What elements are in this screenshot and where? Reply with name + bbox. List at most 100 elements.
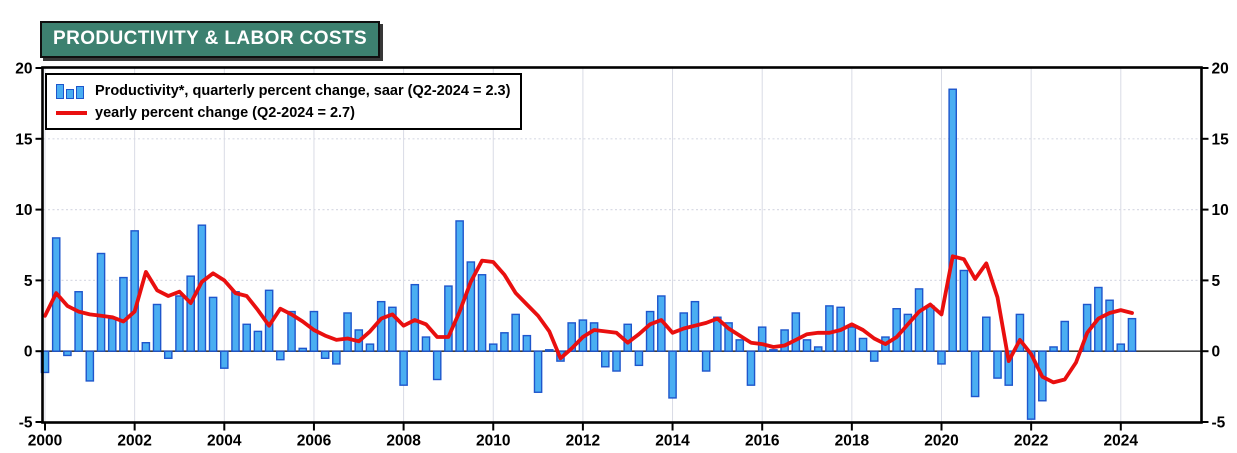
bar-q53 xyxy=(634,350,644,367)
plot-frame xyxy=(41,66,1203,424)
chart-title-box: PRODUCTIVITY & LABOR COSTS xyxy=(40,21,381,58)
bar-q21 xyxy=(276,350,285,361)
bar-q7 xyxy=(119,276,128,352)
left-axis-label-10: 10 xyxy=(15,202,32,219)
bar-q66 xyxy=(780,329,789,352)
bar-q67 xyxy=(791,312,801,352)
bar-q41 xyxy=(500,332,509,352)
bar-q43 xyxy=(522,334,532,352)
bar-q74 xyxy=(869,350,879,362)
bar-q23 xyxy=(298,347,308,352)
legend: Productivity*, quarterly percent change,… xyxy=(45,73,523,130)
bar-q16 xyxy=(219,350,229,369)
bar-q54 xyxy=(645,310,655,352)
bar-q52 xyxy=(623,323,633,352)
bar-q47 xyxy=(567,322,576,352)
bar-q82 xyxy=(959,269,969,352)
bar-q2 xyxy=(63,350,72,357)
bar-series-label: Productivity*, quarterly percent change,… xyxy=(95,83,511,99)
bar-q8 xyxy=(130,230,139,352)
left-axis-label-0: 0 xyxy=(24,344,33,361)
bar-q33 xyxy=(410,283,420,352)
bar-q96 xyxy=(1116,343,1126,352)
bar-q73 xyxy=(858,337,868,352)
bar-q80 xyxy=(937,350,946,365)
x-axis-label-2024: 2024 xyxy=(1104,433,1139,450)
bar-q76 xyxy=(892,308,901,352)
x-axis-label-2012: 2012 xyxy=(566,433,600,450)
bar-q68 xyxy=(802,339,812,352)
bar-q50 xyxy=(601,350,610,368)
bar-q78 xyxy=(914,288,924,352)
bar-q39 xyxy=(477,274,487,352)
bar-q56 xyxy=(668,350,677,399)
bar-q81 xyxy=(948,88,957,352)
bar-q19 xyxy=(253,330,263,352)
yearly-change-line xyxy=(43,254,1134,385)
bar-q51 xyxy=(612,350,621,372)
right-axis-label-15: 15 xyxy=(1212,131,1230,148)
bar-q77 xyxy=(903,313,913,352)
bar-q40 xyxy=(488,343,498,352)
x-axis-label-2016: 2016 xyxy=(745,433,780,450)
right-axis-label--5: -5 xyxy=(1212,415,1226,432)
right-axis-label-5: 5 xyxy=(1212,273,1221,290)
bar-q70 xyxy=(825,305,834,352)
bar-q26 xyxy=(332,350,341,365)
bar-q87 xyxy=(1015,313,1025,352)
left-axis-label-20: 20 xyxy=(15,61,32,78)
bar-q95 xyxy=(1105,299,1114,352)
bar-q30 xyxy=(376,300,386,352)
right-axis-label-10: 10 xyxy=(1212,202,1229,219)
bar-q35 xyxy=(432,350,442,381)
bar-series-icon xyxy=(56,83,86,99)
bar-q37 xyxy=(455,220,464,352)
x-axis-label-2022: 2022 xyxy=(1014,433,1048,450)
bar-q27 xyxy=(343,312,352,352)
bar-q61 xyxy=(724,322,733,352)
line-series-label: yearly percent change (Q2-2024 = 2.7) xyxy=(95,105,355,121)
bar-q31 xyxy=(388,306,397,352)
line-series-icon xyxy=(56,110,87,116)
left-axis-label--5: -5 xyxy=(19,415,33,432)
bar-q9 xyxy=(141,342,151,352)
legend-row-line: yearly percent change (Q2-2024 = 2.7) xyxy=(56,102,510,124)
bar-q17 xyxy=(231,291,240,352)
bar-q63 xyxy=(746,350,756,386)
bar-q62 xyxy=(735,339,745,352)
bar-q83 xyxy=(970,350,980,398)
bar-q18 xyxy=(242,323,252,352)
bar-q84 xyxy=(982,316,991,352)
bar-q34 xyxy=(421,336,431,352)
legend-row-bars: Productivity*, quarterly percent change,… xyxy=(56,80,510,102)
x-axis-label-2020: 2020 xyxy=(924,433,958,450)
bar-q49 xyxy=(589,322,599,352)
bar-q59 xyxy=(701,350,711,372)
left-axis-label-5: 5 xyxy=(24,273,33,290)
bar-q10 xyxy=(152,303,162,352)
chart-title: PRODUCTIVITY & LABOR COSTS xyxy=(53,28,368,49)
bar-q91 xyxy=(1060,320,1070,352)
x-axis-label-2014: 2014 xyxy=(655,433,690,450)
bar-q3 xyxy=(74,291,83,352)
left-axis-label-15: 15 xyxy=(15,131,33,148)
bar-q45 xyxy=(544,349,554,352)
x-axis-label-2018: 2018 xyxy=(835,433,870,450)
bar-q22 xyxy=(287,310,296,352)
x-axis-label-2004: 2004 xyxy=(207,433,242,450)
bar-q57 xyxy=(679,312,689,352)
bar-q12 xyxy=(175,295,184,352)
right-axis-label-20: 20 xyxy=(1212,61,1229,78)
right-axis-label-0: 0 xyxy=(1212,344,1221,361)
x-axis-label-2002: 2002 xyxy=(117,433,151,450)
bar-q42 xyxy=(511,313,520,352)
bar-q5 xyxy=(96,252,106,352)
bar-q72 xyxy=(847,326,857,352)
bar-q65 xyxy=(769,349,778,352)
x-axis-label-2010: 2010 xyxy=(476,433,510,450)
bar-q79 xyxy=(925,305,935,352)
bar-q32 xyxy=(399,350,408,386)
bar-q4 xyxy=(85,350,95,382)
